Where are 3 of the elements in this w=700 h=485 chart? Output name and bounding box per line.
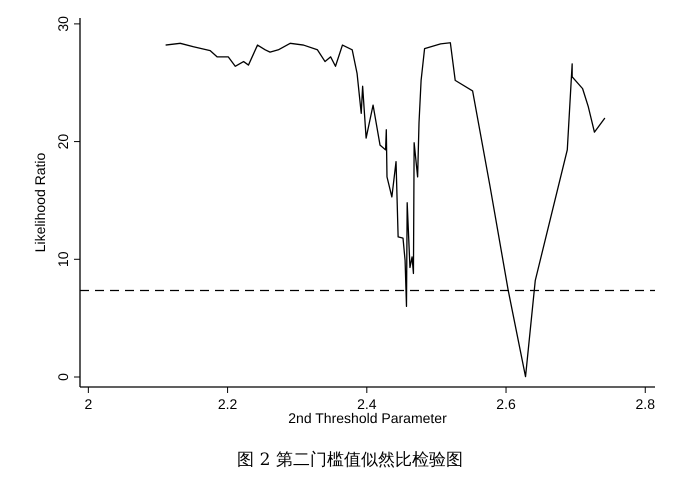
caption: 图 2 第二门槛值似然比检验图 — [237, 450, 463, 470]
y-axis-title: Likelihood Ratio — [32, 152, 48, 252]
x-axis-title: 2nd Threshold Parameter — [288, 410, 448, 426]
